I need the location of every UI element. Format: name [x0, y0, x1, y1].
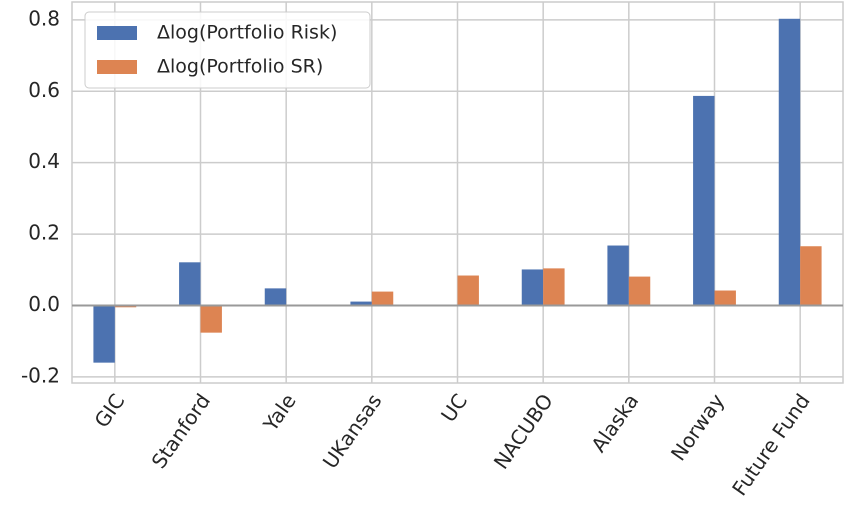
y-tick-label: 0.0 — [28, 292, 60, 316]
y-tick-label: 0.2 — [28, 221, 60, 245]
bar — [800, 246, 822, 306]
x-tick-label: UC — [436, 389, 472, 426]
legend-swatch — [97, 60, 137, 74]
bar — [350, 301, 372, 306]
bar — [179, 262, 201, 306]
legend-box — [84, 11, 371, 89]
y-tick-label: 0.4 — [28, 149, 60, 173]
bar — [264, 288, 287, 306]
plot-frame — [71, 1, 844, 384]
x-tick-label: UKansas — [318, 389, 387, 473]
x-tick-label: NACUBO — [489, 389, 558, 473]
bar — [778, 18, 801, 306]
legend-swatch — [97, 26, 137, 40]
x-tick-label: GIC — [89, 389, 129, 432]
legend-label: Δlog(Portfolio Risk) — [157, 22, 337, 44]
bar — [457, 275, 479, 306]
y-tick-label: 0.6 — [28, 78, 60, 102]
x-tick-label: Alaska — [586, 389, 643, 456]
bar — [628, 276, 651, 306]
bar — [714, 290, 736, 306]
x-tick-label: Stanford — [147, 389, 216, 473]
legend-label: Δlog(Portfolio SR) — [157, 56, 323, 78]
x-tick-label: Yale — [258, 389, 301, 436]
x-tick-label: Norway — [666, 389, 729, 465]
bar — [693, 95, 715, 306]
y-tick-label: -0.2 — [21, 363, 60, 387]
bar — [93, 305, 115, 363]
y-tick-label: 0.8 — [28, 6, 60, 30]
bar — [371, 291, 394, 306]
bar — [543, 268, 565, 306]
bar — [607, 245, 629, 306]
bar — [200, 305, 222, 333]
legend: Δlog(Portfolio Risk) Δlog(Portfolio SR) — [84, 11, 371, 89]
x-tick-label: Future Fund — [727, 389, 815, 500]
bar — [521, 269, 544, 306]
